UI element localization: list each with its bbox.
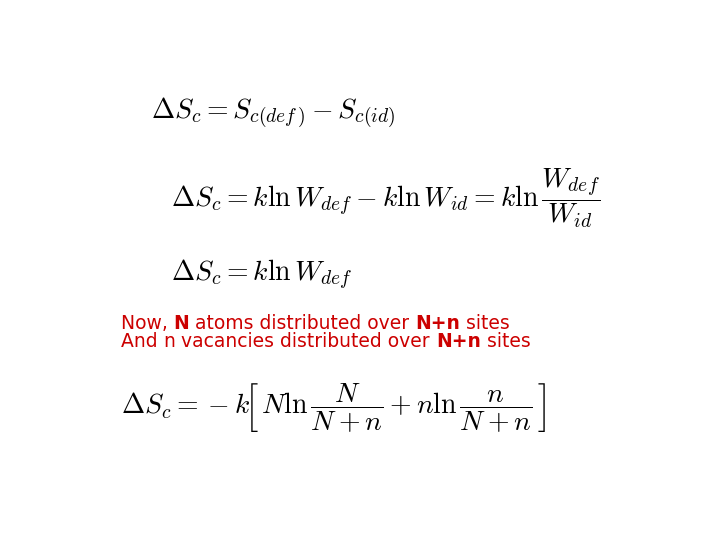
Text: n: n <box>163 332 175 351</box>
Text: Now,: Now, <box>121 314 174 333</box>
Text: N+n: N+n <box>436 332 481 351</box>
Text: And: And <box>121 332 163 351</box>
Text: atoms distributed over: atoms distributed over <box>189 314 415 333</box>
Text: N: N <box>174 314 189 333</box>
Text: $\Delta S_c = -k\!\left[\, N\ln\dfrac{N}{N+n} + n\ln\dfrac{n}{N+n}\,\right]$: $\Delta S_c = -k\!\left[\, N\ln\dfrac{N}… <box>121 381 546 434</box>
Text: vacancies distributed over: vacancies distributed over <box>175 332 436 351</box>
Text: N+n: N+n <box>415 314 460 333</box>
Text: $\Delta S_c = S_{c(def\,)} - S_{c(id)}$: $\Delta S_c = S_{c(def\,)} - S_{c(id)}$ <box>151 95 396 130</box>
Text: sites: sites <box>481 332 531 351</box>
Text: sites: sites <box>460 314 510 333</box>
Text: $\Delta S_c = k\ln W_{def}$: $\Delta S_c = k\ln W_{def}$ <box>171 258 352 292</box>
Text: $\Delta S_c = k\ln W_{def} - k\ln W_{id} = k\ln\dfrac{W_{def}}{W_{id}}$: $\Delta S_c = k\ln W_{def} - k\ln W_{id}… <box>171 166 600 230</box>
